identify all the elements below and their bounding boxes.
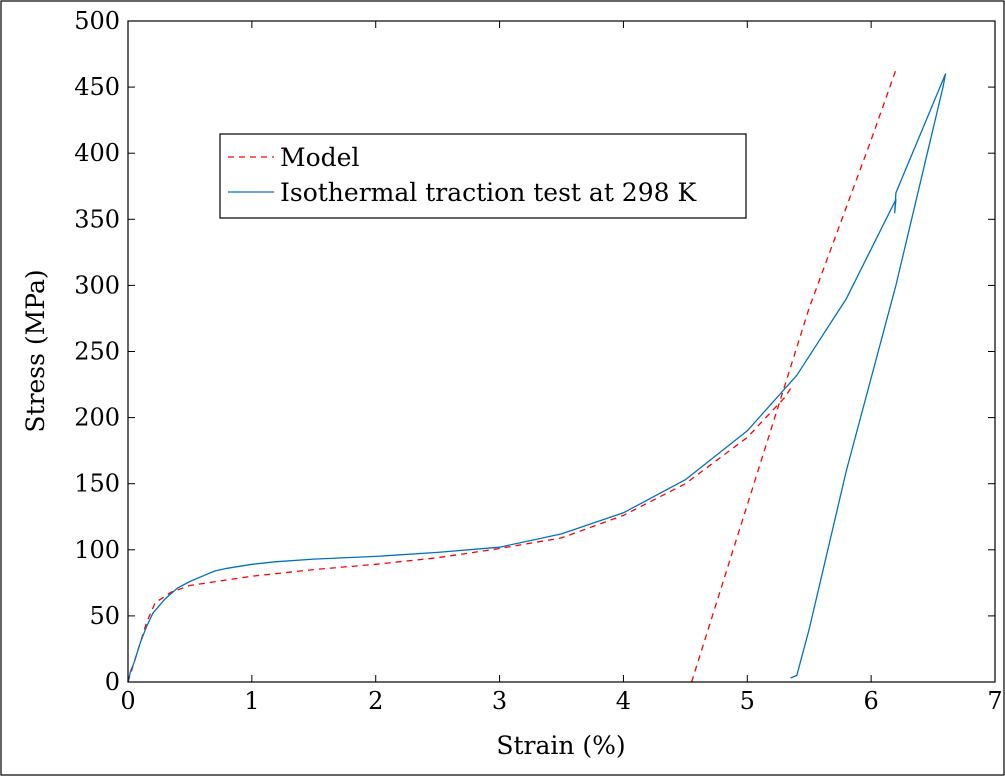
y-tick-label: 350 [74, 205, 120, 233]
legend-label-test: Isothermal traction test at 298 K [280, 178, 697, 207]
y-tick-label: 250 [74, 338, 120, 366]
y-tick-label: 500 [74, 7, 120, 35]
x-tick-label: 3 [492, 687, 507, 715]
legend-box [219, 133, 747, 219]
axes-frame [127, 20, 996, 683]
axis-ticks: 0 1 2 3 4 5 6 7 0 50 100 150 200 250 300 350 400 450 500 [74, 7, 1002, 715]
test-series-line [127, 73, 947, 683]
model-series-line [127, 69, 897, 683]
x-tick-label: 1 [244, 687, 259, 715]
y-tick-label: 450 [74, 73, 120, 101]
y-tick-label: 100 [74, 536, 120, 564]
x-tick-label: 6 [864, 687, 879, 715]
x-tick-label: 2 [368, 687, 383, 715]
x-axis-label: Strain (%) [496, 731, 625, 760]
y-tick-label: 200 [74, 404, 120, 432]
y-tick-label: 150 [74, 470, 120, 498]
plot-area [127, 69, 947, 683]
y-tick-label: 50 [89, 602, 120, 630]
x-tick-label: 5 [740, 687, 755, 715]
y-tick-label: 400 [74, 139, 120, 167]
x-tick-label: 0 [120, 687, 135, 715]
y-axis-label: Stress (MPa) [21, 269, 50, 432]
y-tick-label: 0 [105, 668, 120, 696]
legend-label-model: Model [280, 143, 359, 172]
x-tick-label: 4 [616, 687, 631, 715]
x-tick-label: 7 [987, 687, 1002, 715]
y-tick-label: 300 [74, 271, 120, 299]
legend: Model Isothermal traction test at 298 K [219, 133, 747, 219]
